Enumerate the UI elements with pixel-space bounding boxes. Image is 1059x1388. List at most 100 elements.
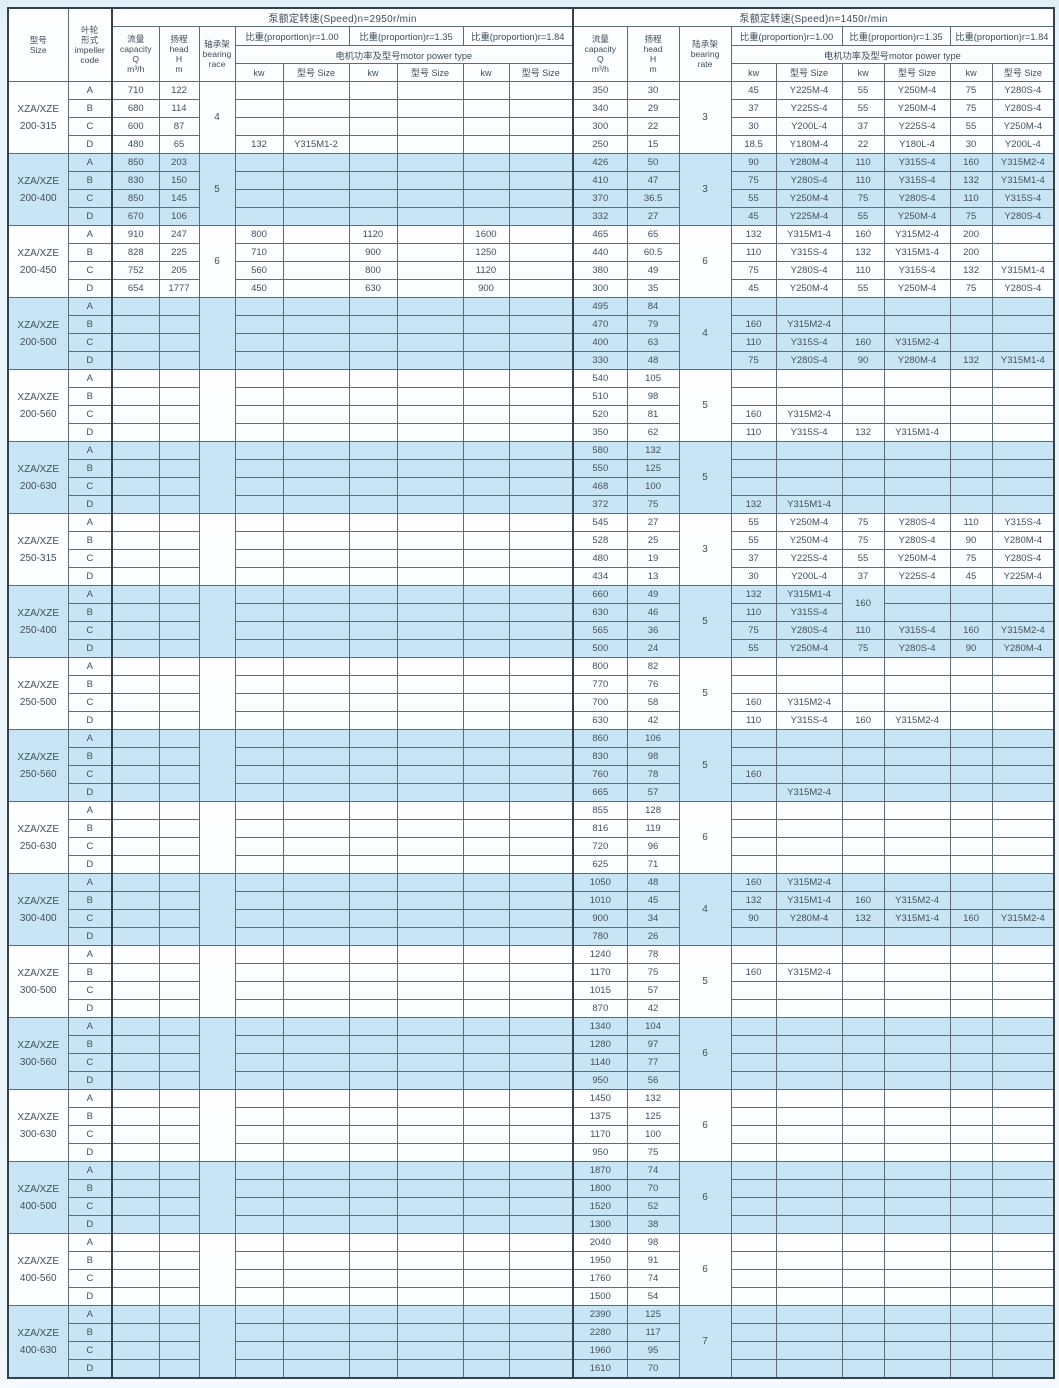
- impeller-code-cell: A: [67, 801, 113, 820]
- model-cell-1450: [991, 1197, 1055, 1216]
- head-cell-2950: [158, 783, 200, 802]
- model-cell-1450: Y250M-4: [883, 81, 951, 100]
- head-cell-2950: [158, 981, 200, 1000]
- model-cell-1450: [991, 873, 1055, 892]
- model-cell-2950: [396, 981, 464, 1000]
- kw-cell-2950: 560: [234, 261, 284, 280]
- kw-cell-2950: [348, 567, 398, 586]
- model-cell-1450: [991, 963, 1055, 982]
- head-cell-2950: [158, 891, 200, 910]
- head-cell-2950: [158, 1287, 200, 1306]
- model-cell-2950: [282, 117, 350, 136]
- impeller-code-cell: C: [67, 981, 113, 1000]
- kw-cell-1450: 45: [730, 279, 777, 298]
- kw-cell-1450: [841, 945, 885, 964]
- model-cell-2950: [508, 621, 574, 640]
- kw-cell-2950: [348, 963, 398, 982]
- model-cell-2950: [396, 837, 464, 856]
- kw-cell-2950: 132: [234, 135, 284, 154]
- kw-cell-1450: 160: [841, 585, 885, 622]
- model-cell-1450: [883, 927, 951, 946]
- bearing-cell-2950: 4: [198, 81, 236, 154]
- kw-cell-1450: [949, 801, 993, 820]
- kw-cell-1450: [730, 999, 777, 1018]
- bearing-cell-1450: 3: [678, 513, 732, 586]
- model-cell-2950: [396, 135, 464, 154]
- model-cell-1450: Y315M1-4: [883, 243, 951, 262]
- model-cell-1450: [775, 927, 843, 946]
- table-row: D 950 75: [8, 1143, 1055, 1162]
- capacity-cell-1450: 332: [572, 207, 628, 226]
- model-cell-2950: [282, 675, 350, 694]
- head-cell-1450: 97: [626, 1035, 680, 1054]
- model-cell-1450: Y315M2-4: [883, 333, 951, 352]
- kw-cell-2950: [234, 675, 284, 694]
- model-cell-2950: [282, 405, 350, 424]
- model-cell-1450: [883, 1017, 951, 1036]
- table-row: D 1500 54: [8, 1287, 1055, 1306]
- kw-cell-1450: [841, 765, 885, 784]
- model-cell-2950: [508, 639, 574, 658]
- table-row: D 665 57 Y315M2-4: [8, 783, 1055, 802]
- kw-cell-1450: 55: [841, 207, 885, 226]
- model-cell-1450: Y280S-4: [775, 261, 843, 280]
- head-cell-1450: 74: [626, 1161, 680, 1180]
- kw-cell-1450: 200: [949, 225, 993, 244]
- kw-cell-2950: [462, 315, 510, 334]
- model-cell-2950: [282, 603, 350, 622]
- impeller-code-cell: B: [67, 891, 113, 910]
- kw-cell-1450: [730, 675, 777, 694]
- impeller-code-cell: A: [67, 945, 113, 964]
- model-cell-2950: [282, 891, 350, 910]
- model-cell-1450: Y315S-4: [775, 711, 843, 730]
- head-cell-1450: 15: [626, 135, 680, 154]
- kw-cell-2950: [462, 117, 510, 136]
- model-cell-2950: [282, 1287, 350, 1306]
- size-cell: XZA/XZE 300-560: [7, 1017, 69, 1090]
- kw-cell-2950: [462, 657, 510, 676]
- model-cell-2950: [396, 927, 464, 946]
- kw-cell-2950: [348, 747, 398, 766]
- model-cell-2950: [396, 675, 464, 694]
- head-cell-1450: 104: [626, 1017, 680, 1036]
- capacity-cell-2950: [111, 1251, 160, 1270]
- kw-cell-1450: 90: [730, 153, 777, 172]
- kw-cell-1450: [730, 1179, 777, 1198]
- head-cell-1450: 29: [626, 99, 680, 118]
- model-cell-1450: [775, 729, 843, 748]
- head-cell-1450: 60.5: [626, 243, 680, 262]
- kw-cell-2950: [234, 1089, 284, 1108]
- model-cell-1450: [883, 765, 951, 784]
- size-cell: XZA/XZE 200-500: [7, 297, 69, 370]
- kw-cell-2950: [348, 1161, 398, 1180]
- model-cell-2950: [282, 819, 350, 838]
- model-cell-2950: [396, 1287, 464, 1306]
- head-cell-2950: [158, 819, 200, 838]
- kw-cell-2950: 710: [234, 243, 284, 262]
- model-cell-2950: [282, 207, 350, 226]
- capacity-cell-1450: 340: [572, 99, 628, 118]
- model-cell-1450: Y280M-4: [991, 531, 1055, 550]
- capacity-cell-2950: [111, 1017, 160, 1036]
- kw-cell-1450: [841, 1197, 885, 1216]
- kw-cell-1450: [949, 1089, 993, 1108]
- model-cell-2950: [508, 207, 574, 226]
- kw-cell-1450: [841, 1089, 885, 1108]
- head-cell-2950: [158, 1269, 200, 1288]
- capacity-cell-2950: [111, 1323, 160, 1342]
- model-cell-1450: [775, 1035, 843, 1054]
- model-cell-1450: [883, 1107, 951, 1126]
- capacity-cell-2950: 828: [111, 243, 160, 262]
- kw-cell-1450: [949, 387, 993, 406]
- model-cell-2950: [282, 189, 350, 208]
- kw-cell-2950: [462, 909, 510, 928]
- model-cell-2950: [396, 747, 464, 766]
- table-row: C 1520 52: [8, 1197, 1055, 1216]
- model-cell-1450: [775, 1071, 843, 1090]
- kw-cell-1450: [730, 1269, 777, 1288]
- model-cell-1450: [883, 1161, 951, 1180]
- table-row: B 828 225 710 900 1250 440 60.5 110 Y315S-4 132 Y31…: [8, 243, 1055, 262]
- head-cell-2950: [158, 729, 200, 748]
- model-cell-1450: Y315S-4: [775, 603, 843, 622]
- model-cell-2950: [396, 189, 464, 208]
